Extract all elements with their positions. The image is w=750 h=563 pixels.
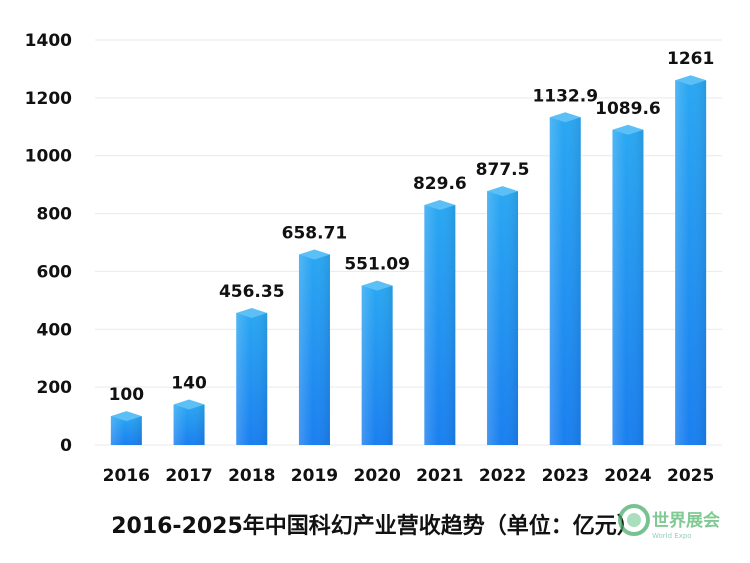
bar-shading (487, 191, 519, 445)
bar (236, 307, 268, 445)
x-tick-label: 2018 (228, 466, 275, 486)
bar-shading (361, 285, 393, 445)
y-axis-ticks: 0 200 400 600 800 1000 1200 1400 (25, 31, 72, 456)
x-tick-label: 2017 (165, 466, 212, 486)
bar (675, 75, 707, 445)
expo-logo-watermark: 世界展会 World Expo (618, 504, 720, 540)
bar-shading (612, 129, 644, 445)
y-tick-label: 1000 (25, 147, 72, 167)
y-tick-label: 400 (37, 320, 73, 340)
bars (110, 75, 707, 445)
bar-cap (675, 75, 707, 86)
bar (424, 200, 456, 445)
x-tick-label: 2023 (542, 466, 589, 486)
bar-shading (424, 205, 456, 445)
svg-text:World Expo: World Expo (652, 532, 692, 540)
bar-cap (612, 124, 644, 135)
bar (361, 280, 393, 445)
bar-value-label: 1261 (667, 49, 714, 69)
y-tick-label: 600 (37, 262, 73, 282)
bar-shading (173, 404, 205, 445)
bar-cap (110, 411, 142, 422)
x-tick-label: 2021 (416, 466, 463, 486)
bar (173, 399, 205, 445)
bar-cap (361, 280, 393, 291)
bar-value-label: 140 (171, 374, 207, 394)
bar-value-label: 100 (109, 385, 145, 405)
bar (549, 112, 581, 445)
grid-lines (95, 39, 722, 446)
svg-text:世界展会: 世界展会 (652, 510, 720, 531)
bar-value-label: 877.5 (476, 160, 530, 180)
bar-value-label: 551.09 (344, 255, 410, 275)
bar-cap (236, 307, 268, 318)
bar-value-label: 829.6 (413, 174, 467, 194)
bar-cap (424, 200, 456, 211)
bar-value-label: 1132.9 (532, 86, 598, 106)
x-tick-label: 2022 (479, 466, 526, 486)
bar-shading (236, 312, 268, 445)
bar-cap (173, 399, 205, 410)
x-tick-label: 2019 (291, 466, 338, 486)
bar (298, 249, 330, 445)
bar-cap (298, 249, 330, 260)
y-tick-label: 1200 (25, 89, 72, 109)
bar-shading (298, 254, 330, 445)
bar-value-label: 658.71 (282, 223, 348, 243)
y-tick-label: 200 (37, 378, 73, 398)
chart-title: 2016-2025年中国科幻产业营收趋势（单位：亿元） (111, 514, 639, 539)
y-tick-label: 1400 (25, 31, 72, 51)
y-tick-label: 0 (60, 436, 72, 456)
x-tick-label: 2024 (604, 466, 651, 486)
x-tick-label: 2020 (353, 466, 400, 486)
bar-cap (549, 112, 581, 123)
bar-cap (487, 186, 519, 197)
bar (612, 124, 644, 445)
x-tick-label: 2016 (103, 466, 150, 486)
bar-value-label: 1089.6 (595, 99, 661, 119)
x-tick-label: 2025 (667, 466, 714, 486)
y-tick-label: 800 (37, 205, 73, 225)
x-axis-ticks: 2016 2017 2018 2019 2020 2021 2022 2023 2024 2025 (103, 466, 715, 486)
bar-value-label: 456.35 (219, 282, 285, 302)
bar (487, 186, 519, 445)
bar-shading (675, 80, 707, 445)
bar (110, 411, 142, 445)
data-labels: 100 140 456.35 658.71 551.09 829.6 877.5 1132.9… (109, 49, 715, 405)
bar-shading (549, 117, 581, 445)
